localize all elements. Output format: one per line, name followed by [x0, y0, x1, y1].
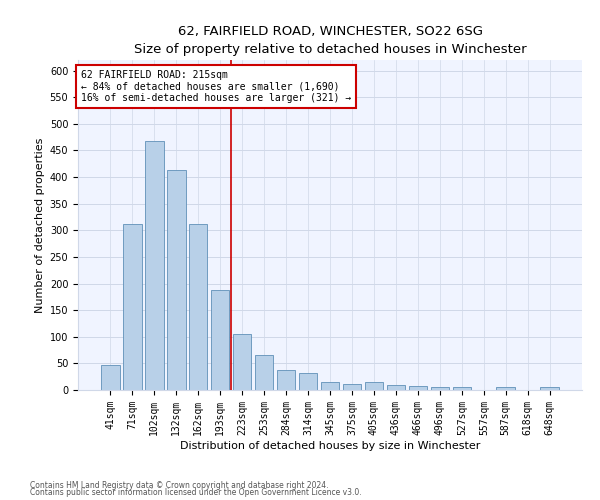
Bar	[320, 382, 340, 390]
Bar	[123, 224, 142, 390]
Bar	[277, 370, 295, 390]
Text: Contains HM Land Registry data © Crown copyright and database right 2024.: Contains HM Land Registry data © Crown c…	[30, 480, 329, 490]
X-axis label: Distribution of detached houses by size in Winchester: Distribution of detached houses by size …	[180, 440, 480, 450]
Bar	[233, 334, 251, 390]
Bar	[299, 373, 317, 390]
Text: 62 FAIRFIELD ROAD: 215sqm
← 84% of detached houses are smaller (1,690)
16% of se: 62 FAIRFIELD ROAD: 215sqm ← 84% of detac…	[80, 70, 351, 103]
Text: Contains public sector information licensed under the Open Government Licence v3: Contains public sector information licen…	[30, 488, 362, 497]
Bar	[365, 382, 383, 390]
Bar	[431, 388, 449, 390]
Bar	[541, 388, 559, 390]
Bar	[145, 142, 164, 390]
Bar	[101, 365, 119, 390]
Bar	[496, 388, 515, 390]
Bar	[409, 386, 427, 390]
Bar	[211, 290, 229, 390]
Bar	[386, 384, 405, 390]
Bar	[189, 224, 208, 390]
Bar	[343, 384, 361, 390]
Y-axis label: Number of detached properties: Number of detached properties	[35, 138, 46, 312]
Title: 62, FAIRFIELD ROAD, WINCHESTER, SO22 6SG
Size of property relative to detached h: 62, FAIRFIELD ROAD, WINCHESTER, SO22 6SG…	[134, 25, 526, 56]
Bar	[452, 388, 471, 390]
Bar	[255, 355, 274, 390]
Bar	[167, 170, 185, 390]
